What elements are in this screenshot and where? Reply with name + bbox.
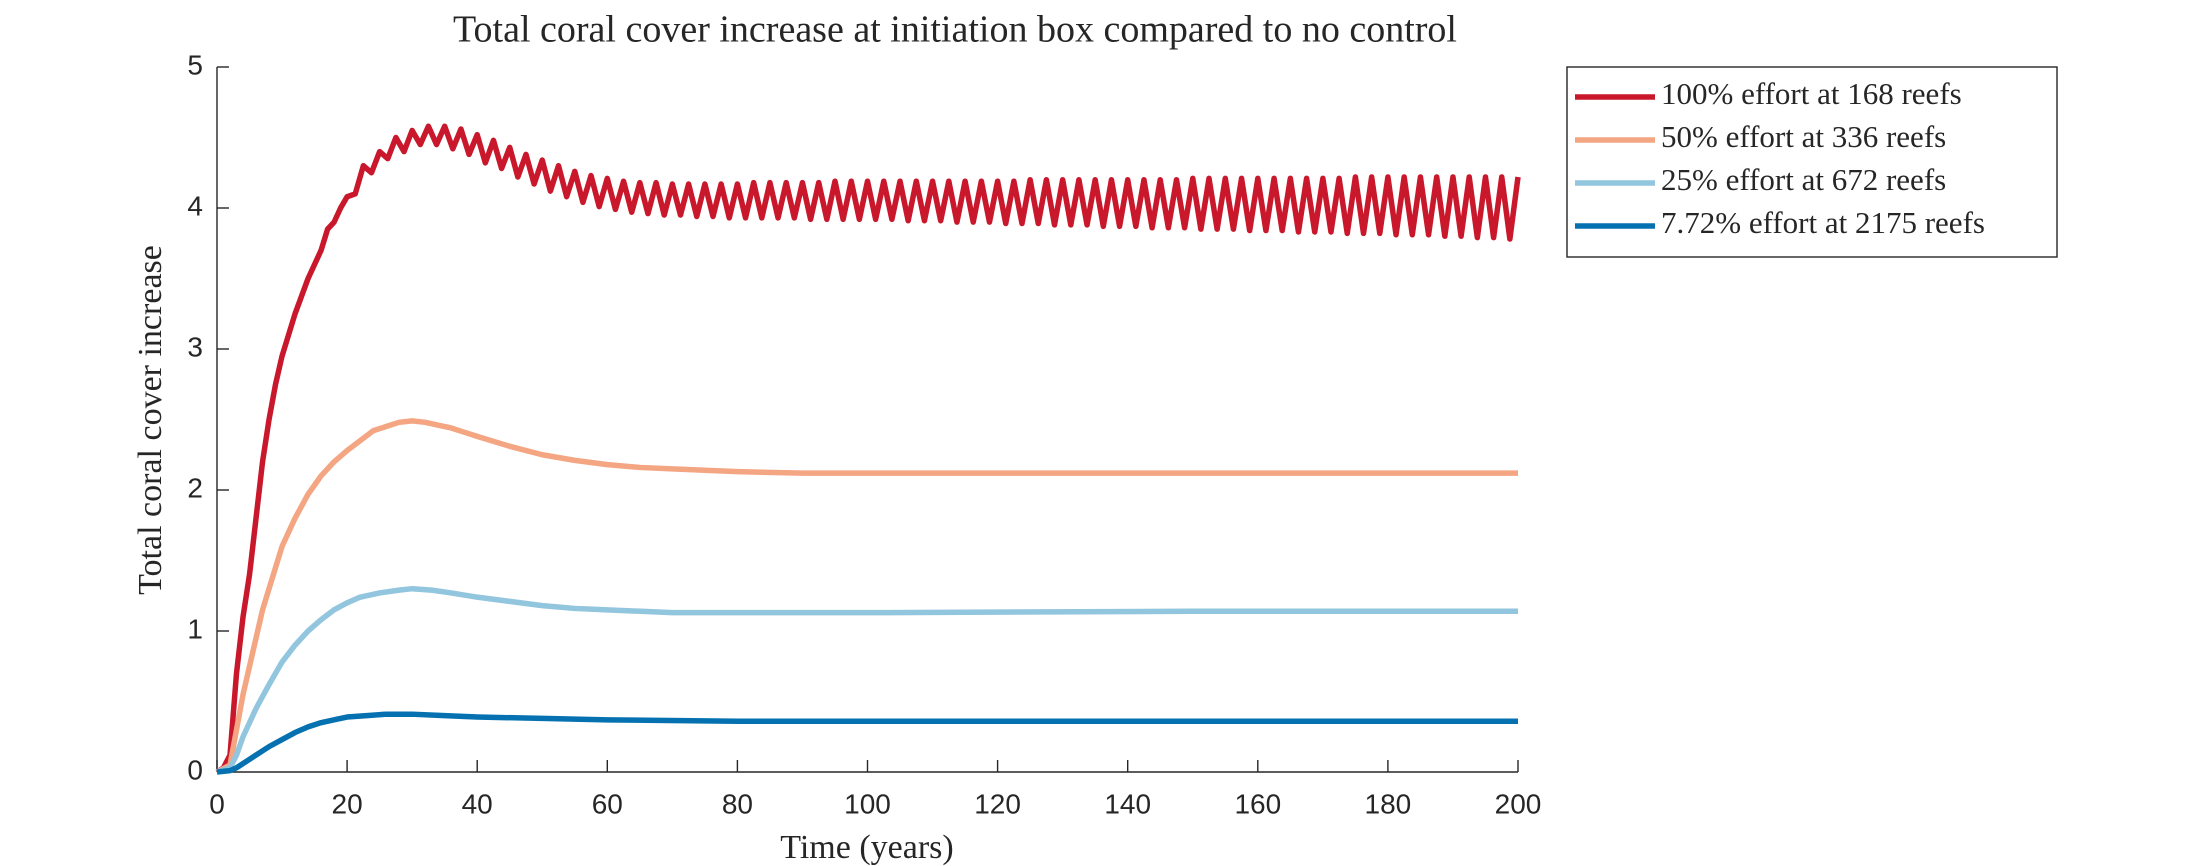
x-tick-label: 0 xyxy=(209,788,225,819)
data-line xyxy=(215,418,1518,775)
data-line xyxy=(216,585,1518,775)
y-tick-label: 3 xyxy=(187,331,203,362)
y-tick-label: 0 xyxy=(187,754,203,785)
x-tick-label: 40 xyxy=(462,788,493,819)
x-tick-label: 120 xyxy=(974,788,1021,819)
legend-label: 25% effort at 672 reefs xyxy=(1661,162,1946,197)
x-tick-label: 80 xyxy=(722,788,753,819)
x-tick-label: 60 xyxy=(592,788,623,819)
x-tick-label: 160 xyxy=(1234,788,1281,819)
legend-label: 100% effort at 168 reefs xyxy=(1661,76,1962,111)
x-tick-label: 20 xyxy=(332,788,363,819)
x-tick-label: 140 xyxy=(1104,788,1151,819)
x-tick-label: 100 xyxy=(844,788,891,819)
y-tick-label: 2 xyxy=(187,472,203,503)
plot-area: 0 20 40 60 80 100 120 140 160 180 200 0 1 2 3 4 5 xyxy=(187,49,1541,819)
legend-label: 7.72% effort at 2175 reefs xyxy=(1661,205,1985,240)
data-line xyxy=(216,711,1518,775)
x-tick-label: 200 xyxy=(1495,788,1542,819)
chart-title: Total coral cover increase at initiation… xyxy=(453,9,1457,51)
legend-label: 50% effort at 336 reefs xyxy=(1661,119,1946,154)
y-tick-label: 5 xyxy=(187,49,203,80)
legend: 100% effort at 168 reefs 50% effort at 33… xyxy=(1566,66,2058,258)
x-tick-label: 180 xyxy=(1365,788,1412,819)
x-axis-label: Time (years) xyxy=(780,829,953,866)
y-tick-label: 1 xyxy=(187,613,203,644)
y-tick-label: 4 xyxy=(187,190,203,221)
y-axis-label: Total coral cover increase xyxy=(132,245,169,595)
data-line xyxy=(215,123,1521,775)
